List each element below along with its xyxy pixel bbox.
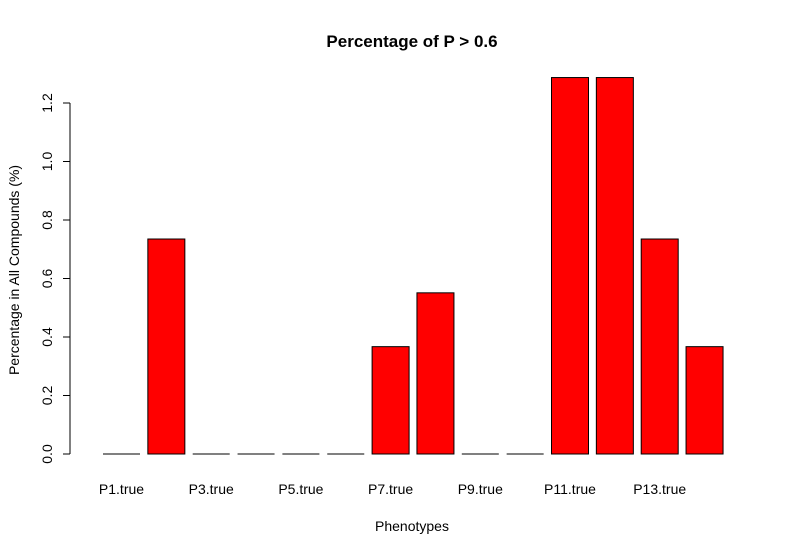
bars-group: [103, 77, 724, 455]
bar-P7.true: [371, 346, 410, 455]
y-axis: 0.0 0.2 0.4 0.6 0.8 1.0 1.2: [39, 93, 71, 464]
x-tick-label: P9.true: [458, 481, 503, 497]
x-tick-label: P3.true: [189, 481, 234, 497]
x-tick-labels: P1.true P3.true P5.true P7.true P9.true P11.t…: [99, 481, 686, 497]
y-tick-label: 1.2: [39, 93, 55, 113]
x-tick-label: P11.true: [544, 481, 596, 497]
x-tick-label: P1.true: [99, 481, 144, 497]
y-tick-label: 0.6: [39, 269, 55, 289]
y-tick-label: 0.8: [39, 210, 55, 230]
bar-P2.true: [147, 238, 186, 455]
y-axis-label: Percentage in All Compounds (%): [6, 165, 22, 375]
bar-P14.true: [685, 346, 724, 455]
y-tick-label: 1.0: [39, 152, 55, 172]
y-tick-label: 0.2: [39, 386, 55, 406]
bar-P8.true: [416, 292, 455, 455]
y-tick-label: 0.4: [39, 327, 55, 347]
bar-P12.true: [595, 77, 634, 455]
bar-P13.true: [640, 238, 679, 455]
x-tick-label: P5.true: [278, 481, 323, 497]
x-tick-label: P7.true: [368, 481, 413, 497]
bar-P11.true: [551, 77, 589, 455]
chart-title: Percentage of P > 0.6: [326, 32, 497, 51]
x-tick-label: P13.true: [633, 481, 686, 497]
x-axis-label: Phenotypes: [375, 518, 449, 534]
y-tick-label: 0.0: [39, 444, 55, 464]
